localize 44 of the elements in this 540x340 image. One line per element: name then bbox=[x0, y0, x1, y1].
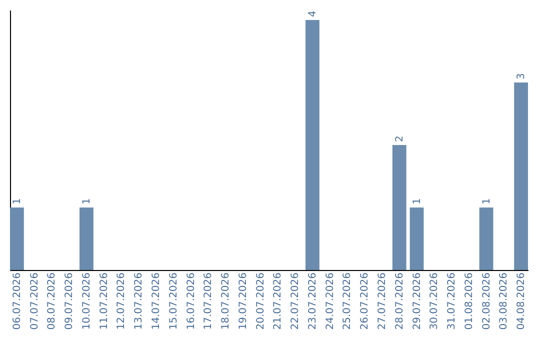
data-label: 1 bbox=[12, 198, 23, 204]
data-label: 1 bbox=[481, 198, 492, 204]
x-tick-label: 30.07.2026 bbox=[429, 272, 440, 330]
x-tick-label: 17.07.2026 bbox=[203, 272, 214, 330]
x-tick-label: 16.07.2026 bbox=[186, 272, 197, 330]
x-tick-label: 26.07.2026 bbox=[360, 272, 371, 330]
x-tick-label: 07.07.2026 bbox=[29, 272, 40, 330]
x-tick-label: 08.07.2026 bbox=[46, 272, 58, 330]
x-tick-label: 20.07.2026 bbox=[255, 272, 266, 330]
x-tick-label: 21.07.2026 bbox=[272, 272, 284, 330]
x-tick-label: 29.07.2026 bbox=[412, 272, 423, 330]
data-label: 3 bbox=[516, 73, 528, 80]
x-tick-label: 12.07.2026 bbox=[116, 272, 128, 330]
x-tick-label: 18.07.2026 bbox=[220, 272, 232, 330]
x-tick-label: 10.07.2026 bbox=[81, 272, 92, 330]
data-label: 1 bbox=[81, 198, 92, 204]
bar bbox=[514, 82, 528, 270]
x-tick-label: 28.07.2026 bbox=[394, 272, 406, 330]
x-tick-label: 09.07.2026 bbox=[64, 272, 76, 330]
x-tick-label: 13.07.2026 bbox=[134, 272, 145, 330]
x-tick-label: 02.08.2026 bbox=[481, 272, 492, 330]
x-tick-label: 06.07.2026 bbox=[12, 272, 23, 330]
x-tick-label: 19.07.2026 bbox=[238, 272, 249, 330]
bar bbox=[392, 145, 406, 270]
bar bbox=[10, 208, 24, 270]
x-tick-label: 31.07.2026 bbox=[446, 272, 458, 330]
x-tick-label: 24.07.2026 bbox=[324, 272, 336, 330]
x-tick-label: 01.08.2026 bbox=[464, 272, 475, 330]
data-label: 1 bbox=[412, 198, 423, 204]
x-tick-label: 04.08.2026 bbox=[516, 272, 528, 330]
x-tick-label: 15.07.2026 bbox=[168, 272, 180, 330]
x-tick-label: 23.07.2026 bbox=[307, 272, 318, 330]
x-tick-label: 25.07.2026 bbox=[342, 272, 354, 330]
data-label: 2 bbox=[394, 136, 406, 142]
x-tick-label: 14.07.2026 bbox=[151, 272, 162, 330]
x-tick-label: 27.07.2026 bbox=[376, 272, 388, 330]
data-label: 4 bbox=[307, 10, 318, 17]
x-tick-label: 22.07.2026 bbox=[290, 272, 302, 330]
bar bbox=[306, 20, 320, 270]
x-tick-label: 03.08.2026 bbox=[498, 272, 510, 330]
bar bbox=[479, 208, 494, 270]
bar bbox=[410, 208, 424, 270]
x-tick-label: 11.07.2026 bbox=[98, 272, 110, 330]
bar bbox=[80, 208, 94, 270]
